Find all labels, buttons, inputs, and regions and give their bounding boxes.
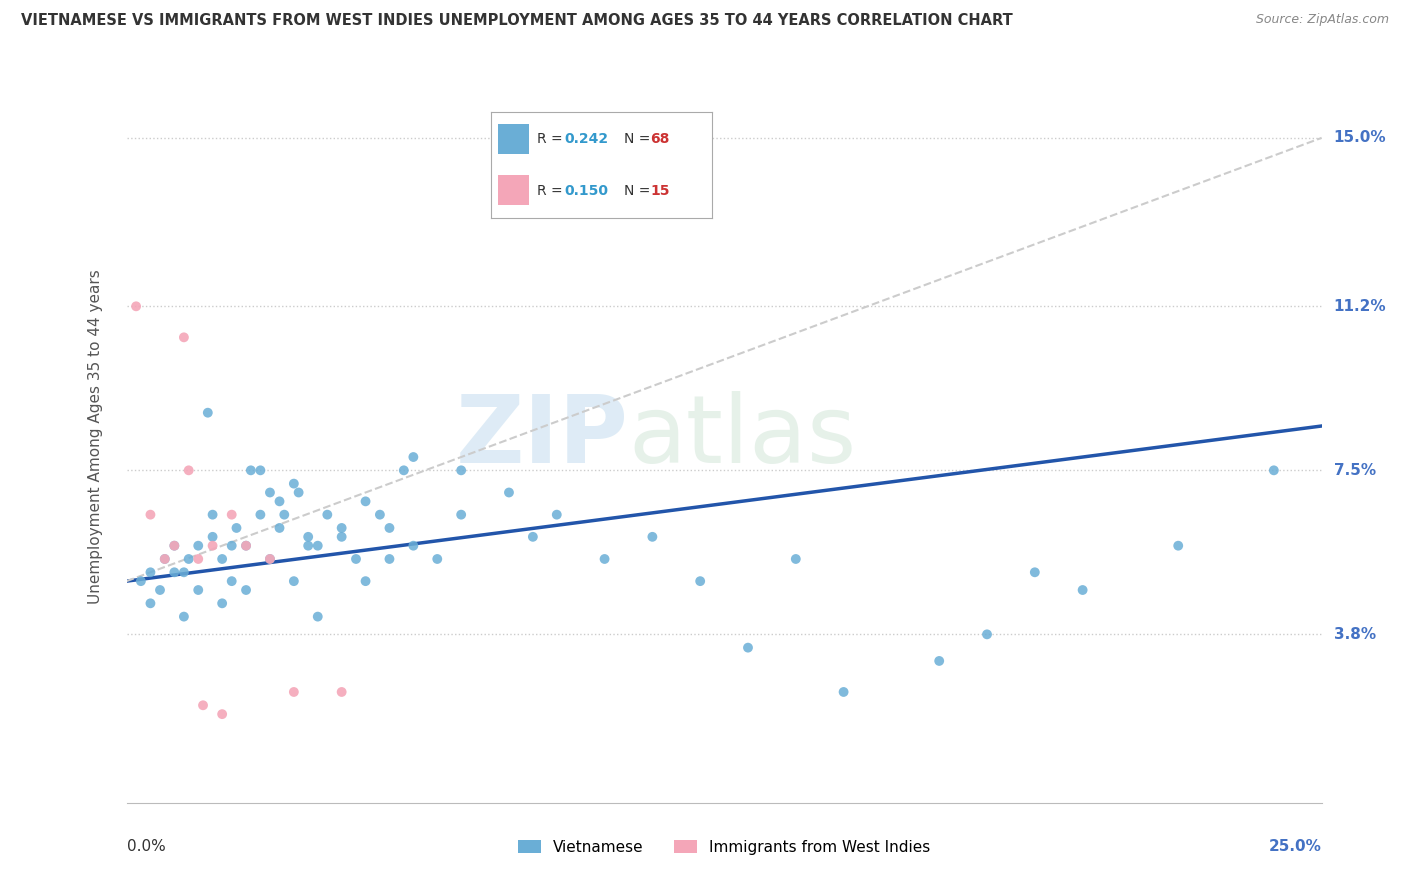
Point <box>235 539 257 553</box>
Point <box>976 627 998 641</box>
Point <box>139 566 162 580</box>
Point <box>354 494 377 508</box>
Point <box>173 330 195 344</box>
Point <box>1263 463 1285 477</box>
Text: 7.5%: 7.5% <box>1333 463 1375 478</box>
Point <box>450 463 472 477</box>
Point <box>201 539 224 553</box>
Point <box>307 539 329 553</box>
Point <box>177 552 200 566</box>
Point <box>378 552 401 566</box>
Point <box>163 539 186 553</box>
Point <box>149 582 172 597</box>
Point <box>307 609 329 624</box>
Point <box>201 530 224 544</box>
Point <box>402 539 425 553</box>
Point <box>211 552 233 566</box>
Point <box>1071 582 1094 597</box>
Text: 11.2%: 11.2% <box>1333 299 1386 314</box>
Point <box>239 463 262 477</box>
Point <box>330 530 353 544</box>
Point <box>187 539 209 553</box>
Point <box>187 582 209 597</box>
Text: 25.0%: 25.0% <box>1268 839 1322 855</box>
Point <box>269 494 291 508</box>
Point <box>221 539 243 553</box>
Point <box>330 521 353 535</box>
Point <box>378 521 401 535</box>
Text: 15.0%: 15.0% <box>1333 130 1386 145</box>
Point <box>163 566 186 580</box>
Point <box>593 552 616 566</box>
Point <box>689 574 711 589</box>
Point <box>287 485 309 500</box>
Point <box>139 508 162 522</box>
Point <box>225 521 247 535</box>
Text: atlas: atlas <box>628 391 856 483</box>
Point <box>297 539 319 553</box>
Point <box>153 552 176 566</box>
Point <box>259 552 281 566</box>
Point <box>259 552 281 566</box>
Point <box>1167 539 1189 553</box>
Point <box>235 582 257 597</box>
Point <box>187 552 209 566</box>
Point <box>249 508 271 522</box>
Point <box>392 463 415 477</box>
Point <box>269 521 291 535</box>
Point <box>283 574 305 589</box>
Point <box>737 640 759 655</box>
Point <box>330 685 353 699</box>
Legend: Vietnamese, Immigrants from West Indies: Vietnamese, Immigrants from West Indies <box>512 834 936 861</box>
Point <box>928 654 950 668</box>
Text: ZIP: ZIP <box>456 391 628 483</box>
Point <box>450 508 472 522</box>
Text: 0.0%: 0.0% <box>127 839 166 855</box>
Point <box>221 574 243 589</box>
Point <box>153 552 176 566</box>
Point <box>785 552 807 566</box>
Point <box>546 508 568 522</box>
Point <box>297 530 319 544</box>
Point <box>426 552 449 566</box>
Point <box>201 508 224 522</box>
Point <box>211 707 233 722</box>
Point <box>211 596 233 610</box>
Y-axis label: Unemployment Among Ages 35 to 44 years: Unemployment Among Ages 35 to 44 years <box>89 269 103 605</box>
Point <box>177 463 200 477</box>
Point <box>221 508 243 522</box>
Point <box>368 508 391 522</box>
Point <box>273 508 295 522</box>
Point <box>249 463 271 477</box>
Point <box>283 685 305 699</box>
Point <box>259 485 281 500</box>
Text: Source: ZipAtlas.com: Source: ZipAtlas.com <box>1256 13 1389 27</box>
Point <box>191 698 214 713</box>
Point <box>197 406 219 420</box>
Point <box>173 609 195 624</box>
Point <box>129 574 152 589</box>
Point <box>125 299 148 313</box>
Point <box>1024 566 1046 580</box>
Point <box>832 685 855 699</box>
Point <box>283 476 305 491</box>
Point <box>354 574 377 589</box>
Point <box>344 552 367 566</box>
Point <box>163 539 186 553</box>
Point <box>316 508 339 522</box>
Point <box>173 566 195 580</box>
Text: 3.8%: 3.8% <box>1333 627 1375 642</box>
Point <box>522 530 544 544</box>
Point <box>139 596 162 610</box>
Point <box>235 539 257 553</box>
Text: VIETNAMESE VS IMMIGRANTS FROM WEST INDIES UNEMPLOYMENT AMONG AGES 35 TO 44 YEARS: VIETNAMESE VS IMMIGRANTS FROM WEST INDIE… <box>21 13 1012 29</box>
Point <box>498 485 520 500</box>
Point <box>641 530 664 544</box>
Point <box>402 450 425 464</box>
